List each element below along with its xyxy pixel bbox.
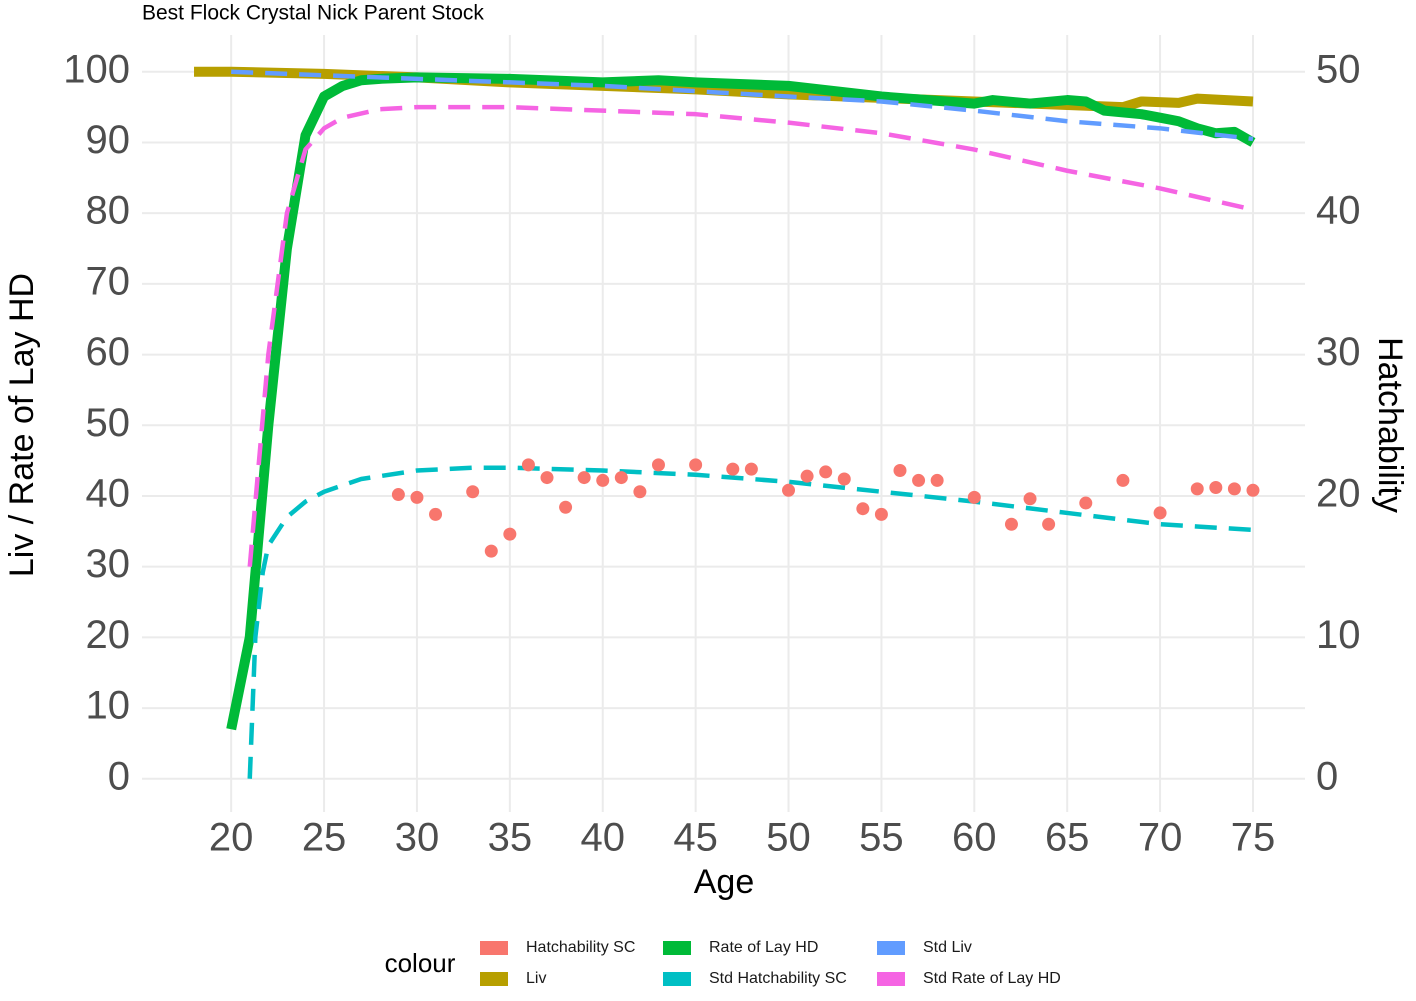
legend-key — [877, 972, 905, 986]
y-tick-label: 60 — [86, 330, 131, 374]
scatter-point — [559, 500, 573, 514]
x-tick-label: 65 — [1045, 816, 1090, 860]
y-tick-label: 70 — [86, 259, 131, 303]
scatter-point — [540, 471, 554, 485]
y2-tick-label: 40 — [1316, 189, 1361, 233]
x-tick-label: 70 — [1138, 816, 1183, 860]
legend-label: Rate of Lay HD — [709, 939, 818, 956]
x-tick-label: 50 — [766, 816, 811, 860]
scatter-point — [782, 483, 796, 497]
scatter-point — [484, 544, 498, 558]
line-series — [247, 104, 1254, 567]
legend-key — [480, 972, 508, 986]
scatter-point — [874, 507, 888, 521]
y-tick-label: 90 — [86, 118, 131, 162]
chart-title: Best Flock Crystal Nick Parent Stock — [142, 2, 484, 25]
scatter-point — [503, 527, 517, 541]
line-series — [231, 69, 1254, 142]
x-axis-label: Age — [694, 863, 755, 901]
y-tick-label: 10 — [86, 684, 131, 728]
y-tick-label: 50 — [86, 401, 131, 445]
scatter-point — [1209, 480, 1223, 494]
scatter-point — [837, 472, 851, 486]
scatter-point — [856, 502, 870, 516]
legend-label: Liv — [526, 970, 546, 987]
scatter-point — [912, 473, 926, 487]
y-tick-label: 100 — [63, 47, 130, 91]
scatter-point — [577, 471, 591, 485]
scatter-point — [967, 490, 981, 504]
scatter-point — [689, 458, 703, 472]
legend-label: Std Liv — [923, 939, 972, 956]
y-tick-label: 0 — [108, 754, 130, 798]
y2-tick-label: 10 — [1316, 613, 1361, 657]
x-tick-label: 30 — [395, 816, 440, 860]
scatter-point — [819, 465, 833, 479]
x-tick-label: 75 — [1231, 816, 1276, 860]
scatter-point — [893, 464, 907, 478]
legend-key — [663, 972, 691, 986]
scatter-point — [1227, 482, 1241, 496]
scatter-point — [633, 485, 647, 499]
x-tick-label: 35 — [488, 816, 533, 860]
scatter-point — [1116, 473, 1130, 487]
legend-label: Std Rate of Lay HD — [923, 970, 1061, 987]
scatter-point — [726, 462, 740, 476]
scatter-point — [744, 462, 758, 476]
scatter-point — [1004, 517, 1018, 531]
legend-label: Std Hatchability SC — [709, 970, 847, 987]
scatter-point — [521, 458, 535, 472]
scatter-point — [614, 471, 628, 485]
scatter-point — [651, 458, 665, 472]
scatter-point — [1023, 492, 1037, 506]
line-series — [247, 465, 1254, 779]
scatter-point — [391, 488, 405, 502]
scatter-point — [800, 469, 814, 483]
y2-tick-label: 30 — [1316, 330, 1361, 374]
legend-title: colour — [385, 948, 456, 978]
scatter-point — [1190, 482, 1204, 496]
x-tick-label: 45 — [673, 816, 718, 860]
y-tick-label: 40 — [86, 472, 131, 516]
y-tick-label: 30 — [86, 542, 131, 586]
y-tick-label: 20 — [86, 613, 131, 657]
legend-key — [480, 941, 508, 955]
x-tick-label: 60 — [952, 816, 997, 860]
scatter-point — [1079, 496, 1093, 510]
legend-label: Hatchability SC — [526, 939, 635, 956]
legend-key — [663, 941, 691, 955]
y2-axis-label: Hatchability — [1371, 337, 1409, 513]
line-series — [226, 72, 1256, 731]
y2-tick-label: 0 — [1316, 754, 1338, 798]
y-axis-label: Liv / Rate of Lay HD — [3, 273, 41, 577]
y2-tick-label: 20 — [1316, 472, 1361, 516]
scatter-point — [429, 507, 443, 521]
scatter-point — [466, 485, 480, 499]
scatter-point — [930, 473, 944, 487]
x-tick-label: 55 — [859, 816, 904, 860]
scatter-point — [410, 490, 424, 504]
scatter-point — [1153, 506, 1167, 520]
scatter-point — [1246, 483, 1260, 497]
y2-tick-label: 50 — [1316, 47, 1361, 91]
legend-key — [877, 941, 905, 955]
x-tick-label: 40 — [580, 816, 625, 860]
x-tick-label: 25 — [302, 816, 347, 860]
scatter-point — [596, 473, 610, 487]
x-tick-label: 20 — [209, 816, 254, 860]
scatter-point — [1042, 517, 1056, 531]
y-tick-label: 80 — [86, 189, 131, 233]
